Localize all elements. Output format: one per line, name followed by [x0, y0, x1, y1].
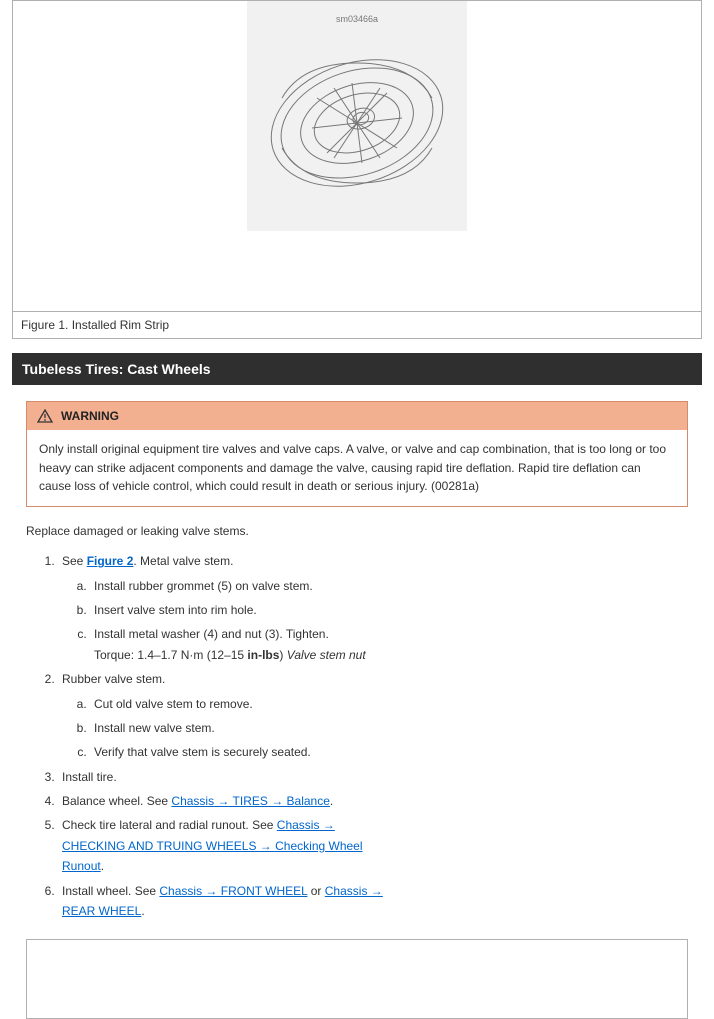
step-2c: Verify that valve stem is securely seate…: [90, 742, 688, 762]
warning-label: WARNING: [61, 409, 119, 423]
step-1b: Insert valve stem into rim hole.: [90, 600, 688, 620]
step-1-pre: See: [62, 554, 87, 568]
step-4-pre: Balance wheel. See: [62, 794, 171, 808]
step-2-text: Rubber valve stem.: [62, 672, 165, 686]
intro-text: Replace damaged or leaking valve stems.: [26, 521, 688, 541]
step-1c: Install metal washer (4) and nut (3). Ti…: [90, 624, 688, 665]
step-1-sublist: Install rubber grommet (5) on valve stem…: [62, 576, 688, 666]
link-runout-2[interactable]: CHECKING AND TRUING WHEELS → Checking Wh…: [62, 839, 363, 853]
torque-pre: Torque: 1.4–1.7 N·m (12–15: [94, 648, 247, 662]
step-1a: Install rubber grommet (5) on valve stem…: [90, 576, 688, 596]
torque-unit: in-lbs: [247, 648, 279, 662]
section-header: Tubeless Tires: Cast Wheels: [12, 353, 702, 385]
step-1: See Figure 2. Metal valve stem. Install …: [58, 551, 688, 665]
step-6-post: .: [141, 904, 144, 918]
link-front-wheel[interactable]: Chassis → FRONT WHEEL: [159, 884, 307, 898]
step-3: Install tire.: [58, 767, 688, 787]
link-runout-1[interactable]: Chassis →: [277, 818, 335, 832]
figure-1-frame: sm03466a: [12, 0, 702, 339]
step-6-mid: or: [307, 884, 324, 898]
torque-label: Valve stem nut: [287, 648, 366, 662]
figure-2-link[interactable]: Figure 2: [87, 554, 134, 568]
step-2b: Install new valve stem.: [90, 718, 688, 738]
warning-box: WARNING Only install original equipment …: [26, 401, 688, 507]
step-5-post: .: [101, 859, 104, 873]
step-6: Install wheel. See Chassis → FRONT WHEEL…: [58, 881, 438, 922]
step-2: Rubber valve stem. Cut old valve stem to…: [58, 669, 688, 763]
step-5-pre: Check tire lateral and radial runout. Se…: [62, 818, 277, 832]
figure-1-image-zone: sm03466a: [13, 1, 701, 311]
main-step-list: See Figure 2. Metal valve stem. Install …: [26, 551, 688, 921]
step-5: Check tire lateral and radial runout. Se…: [58, 815, 438, 876]
warning-body: Only install original equipment tire val…: [27, 430, 687, 506]
link-rear-wheel-2[interactable]: REAR WHEEL: [62, 904, 141, 918]
warning-icon: [37, 409, 53, 423]
figure-1-image: sm03466a: [247, 1, 467, 231]
warning-header: WARNING: [27, 402, 687, 430]
figure-1-caption: Figure 1. Installed Rim Strip: [13, 311, 701, 338]
step-4-post: .: [330, 794, 333, 808]
step-4: Balance wheel. See Chassis → TIRES → Bal…: [58, 791, 438, 811]
step-2a: Cut old valve stem to remove.: [90, 694, 688, 714]
step-6-pre: Install wheel. See: [62, 884, 159, 898]
torque-mid: ): [279, 648, 286, 662]
link-runout-3[interactable]: Runout: [62, 859, 101, 873]
step-2-sublist: Cut old valve stem to remove. Install ne…: [62, 694, 688, 763]
link-balance[interactable]: Chassis → TIRES → Balance: [171, 794, 330, 808]
step-1-post: . Metal valve stem.: [133, 554, 233, 568]
wheel-illustration: [262, 28, 452, 218]
figure-1-image-code: sm03466a: [336, 14, 378, 24]
link-rear-wheel-1[interactable]: Chassis →: [325, 884, 383, 898]
step-1c-torque: Torque: 1.4–1.7 N·m (12–15 in-lbs) Valve…: [94, 645, 688, 665]
next-figure-frame: [26, 939, 688, 1019]
step-1c-text: Install metal washer (4) and nut (3). Ti…: [94, 627, 329, 641]
